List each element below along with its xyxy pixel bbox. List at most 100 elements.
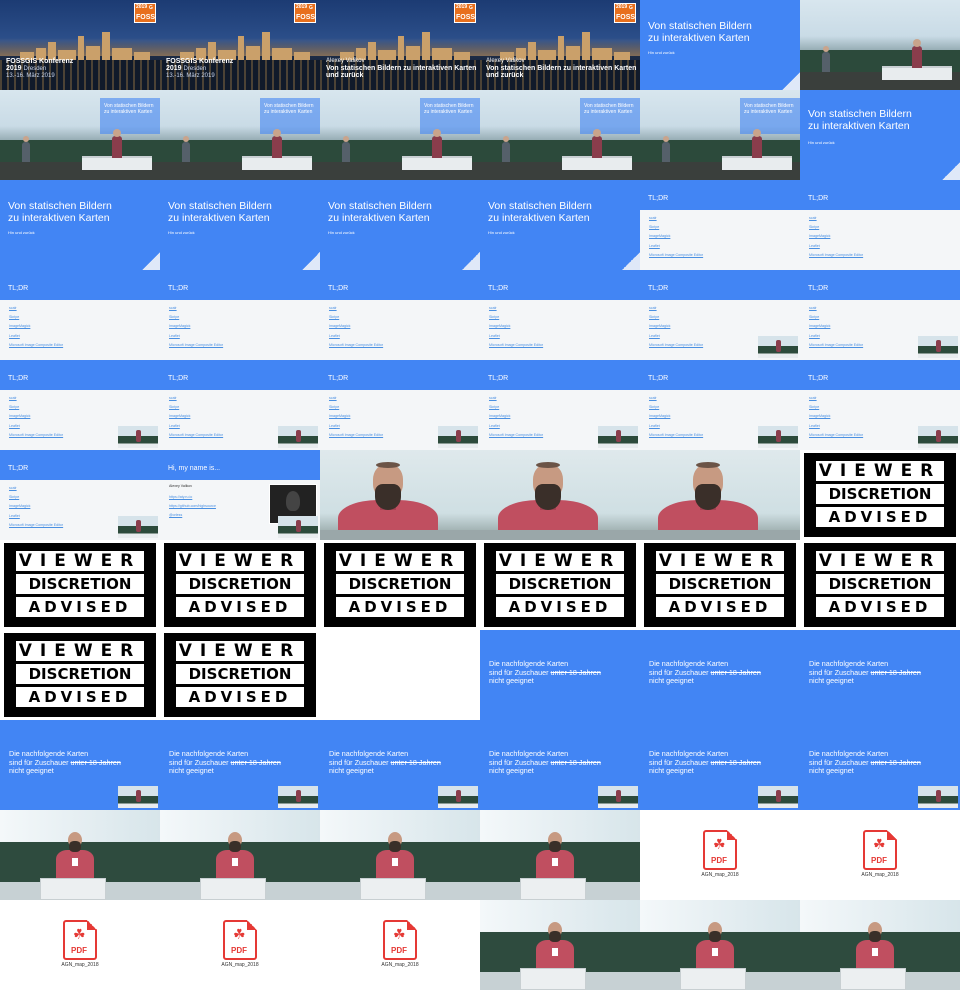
thumbnail-title-slide[interactable]: Von statischen Bildern zu interaktiven Ka… bbox=[320, 180, 480, 270]
thumbnail-pdf-file[interactable]: ☘ PDF AGN_map_2018 bbox=[0, 900, 160, 990]
thumbnail-warning-slide[interactable]: Die nachfolgende Karten sind für Zuschaue… bbox=[0, 720, 160, 810]
thumbnail-lecture-hall[interactable]: Von statischen Bildern zu interaktiven Ka… bbox=[160, 90, 320, 180]
warning-line2-prefix: sind für Zuschauer bbox=[329, 757, 389, 767]
lecture-desk bbox=[882, 66, 952, 80]
warning-line2: sind für Zuschauer unter 18 Jahren bbox=[169, 758, 281, 768]
thumbnail-tldr-slide[interactable]: TL;DR scalr Skripe ImageMagick Leaflet Micros… bbox=[800, 180, 960, 270]
thumbnail-warning-slide[interactable]: Die nachfolgende Karten sind für Zuschaue… bbox=[480, 630, 640, 720]
thumbnail-speaker-lectern[interactable] bbox=[0, 810, 160, 900]
lectern bbox=[520, 878, 586, 900]
building bbox=[592, 48, 612, 62]
warning-line1: Die nachfolgende Karten bbox=[329, 749, 409, 758]
thumbnail-lecture-hall[interactable]: Von statischen Bildern zu interaktiven Ka… bbox=[640, 90, 800, 180]
thumbnail-tldr-slide[interactable]: TL;DR scalr Skripe ImageMagick Leaflet Micros… bbox=[480, 270, 640, 360]
speaker-beard bbox=[549, 841, 561, 852]
thumbnail-pdf-file[interactable]: ☘ PDF AGN_map_2018 bbox=[320, 900, 480, 990]
thumbnail-warning-slide[interactable]: Die nachfolgende Karten sind für Zuschaue… bbox=[160, 720, 320, 810]
thumbnail-lecture-hall[interactable]: Von statischen Bildern zu interaktiven Ka… bbox=[0, 90, 160, 180]
thumbnail-viewer-discretion[interactable]: VIEWER DISCRETION ADVISED bbox=[640, 540, 800, 630]
thumbnail-warning-slide[interactable]: Die nachfolgende Karten sind für Zuschaue… bbox=[640, 720, 800, 810]
thumbnail-title-card[interactable]: 2019 FOSS G Alexey Valikov Von statischen Bi… bbox=[480, 0, 640, 90]
slide-subtitle: Hin und zurück bbox=[328, 230, 355, 235]
thumbnail-name-slide[interactable]: Hi, my name is... Alexey Valikov https://a… bbox=[160, 450, 320, 540]
speaker-pip bbox=[918, 336, 958, 358]
thumbnail-title-card[interactable]: 2019 FOSS G FOSSGIS Konferenz 2019 Dresden 13… bbox=[160, 0, 320, 90]
thumbnail-speaker-lectern[interactable] bbox=[160, 810, 320, 900]
thumbnail-tldr-slide[interactable]: TL;DR scalr Skripe ImageMagick Leaflet Micros… bbox=[640, 180, 800, 270]
projected-title-line1: Von statischen Bildern bbox=[424, 103, 474, 109]
thumbnail-warning-slide[interactable]: Die nachfolgende Karten sind für Zuschaue… bbox=[640, 630, 800, 720]
audience-figure bbox=[502, 136, 510, 162]
thumbnail-speaker-lectern[interactable] bbox=[480, 810, 640, 900]
slide-title-line2: zu interaktiven Karten bbox=[648, 32, 750, 44]
thumbnail-pdf-file[interactable]: ☘ PDF AGN_map_2018 bbox=[800, 810, 960, 900]
thumbnail-viewer-discretion[interactable]: VIEWER DISCRETION ADVISED bbox=[800, 450, 960, 540]
thumbnail-pdf-file[interactable]: ☘ PDF AGN_map_2018 bbox=[640, 810, 800, 900]
thumbnail-viewer-discretion[interactable]: VIEWER DISCRETION ADVISED bbox=[0, 630, 160, 720]
building bbox=[78, 36, 84, 62]
tool-list-item: Leaflet bbox=[9, 423, 20, 428]
thumbnail-tldr-slide[interactable]: TL;DR scalr Skripe ImageMagick Leaflet Micros… bbox=[480, 360, 640, 450]
tool-list-item: scalr bbox=[9, 306, 17, 310]
thumbnail-title-slide[interactable]: Von statischen Bildern zu interaktiven Ka… bbox=[480, 180, 640, 270]
thumbnail-tldr-slide[interactable]: TL;DR scalr Skripe ImageMagick Leaflet Micros… bbox=[640, 360, 800, 450]
thumbnail-speaker-closeup[interactable] bbox=[320, 450, 480, 540]
thumbnail-lecture-hall[interactable] bbox=[800, 0, 960, 90]
thumbnail-speaker-closeup[interactable] bbox=[480, 450, 640, 540]
thumbnail-speaker-lectern[interactable] bbox=[480, 900, 640, 990]
tool-list-item: ImageMagick bbox=[489, 414, 511, 419]
warning-line2-struck: unter 18 Jahren bbox=[70, 757, 121, 767]
thumbnail-lecture-hall[interactable]: Von statischen Bildern zu interaktiven Ka… bbox=[320, 90, 480, 180]
thumbnail-tldr-slide[interactable]: TL;DR scalr Skripe ImageMagick Leaflet Micros… bbox=[320, 360, 480, 450]
thumbnail-speaker-closeup[interactable] bbox=[640, 450, 800, 540]
thumbnail-tldr-slide[interactable]: TL;DR scalr Skripe ImageMagick Leaflet Micros… bbox=[0, 270, 160, 360]
speaker-beard bbox=[869, 931, 881, 942]
building bbox=[432, 48, 452, 62]
thumbnail-pdf-file[interactable]: ☘ PDF AGN_map_2018 bbox=[160, 900, 320, 990]
thumbnail-tldr-slide[interactable]: TL;DR scalr Skripe ImageMagick Leaflet Micros… bbox=[0, 360, 160, 450]
seats bbox=[160, 170, 320, 180]
acrobat-icon: ☘ bbox=[713, 836, 726, 852]
thumbnail-tldr-slide[interactable]: TL;DR scalr Skripe ImageMagick Leaflet Micros… bbox=[640, 270, 800, 360]
thumbnail-tldr-slide[interactable]: TL;DR scalr Skripe ImageMagick Leaflet Micros… bbox=[320, 270, 480, 360]
projected-title-line2: zu interaktiven Karten bbox=[264, 109, 313, 115]
thumbnail-warning-slide[interactable]: Die nachfolgende Karten sind für Zuschaue… bbox=[800, 720, 960, 810]
thumbnail-speaker-lectern[interactable] bbox=[640, 900, 800, 990]
tool-list-item: ImageMagick bbox=[809, 324, 831, 329]
logo-year: 2019 bbox=[296, 4, 308, 10]
warning-word-discretion: DISCRETION bbox=[336, 574, 464, 594]
thumbnail-title-card[interactable]: 2019 FOSS G FOSSGIS Konferenz 2019 Dresden 13… bbox=[0, 0, 160, 90]
thumbnail-tldr-slide[interactable]: TL;DR scalr Skripe ImageMagick Leaflet Micros… bbox=[160, 270, 320, 360]
tool-list-item: scalr bbox=[649, 396, 657, 400]
thumbnail-viewer-discretion[interactable]: VIEWER DISCRETION ADVISED bbox=[160, 540, 320, 630]
thumbnail-viewer-discretion[interactable]: VIEWER DISCRETION ADVISED bbox=[480, 540, 640, 630]
thumbnail-viewer-discretion[interactable]: VIEWER DISCRETION ADVISED bbox=[0, 540, 160, 630]
thumbnail-tldr-slide[interactable]: TL;DR scalr Skripe ImageMagick Leaflet Micros… bbox=[800, 270, 960, 360]
thumbnail-speaker-lectern[interactable] bbox=[320, 810, 480, 900]
thumbnail-lecture-hall[interactable]: Von statischen Bildern zu interaktiven Ka… bbox=[480, 90, 640, 180]
warning-words: VIEWER DISCRETION ADVISED bbox=[176, 641, 304, 710]
thumbnail-title-slide[interactable]: Von statischen Bildern zu interaktiven Ka… bbox=[0, 180, 160, 270]
thumbnail-viewer-discretion[interactable]: VIEWER DISCRETION ADVISED bbox=[160, 630, 320, 720]
thumbnail-warning-slide[interactable]: Die nachfolgende Karten sind für Zuschaue… bbox=[320, 720, 480, 810]
thumbnail-warning-slide[interactable]: Die nachfolgende Karten sind für Zuschaue… bbox=[800, 630, 960, 720]
speaker-pip bbox=[758, 336, 798, 358]
thumbnail-title-card[interactable]: 2019 FOSS G Alexey Valikov Von statischen Bi… bbox=[320, 0, 480, 90]
thumbnail-speaker-lectern[interactable] bbox=[800, 900, 960, 990]
thumbnail-tldr-slide[interactable]: TL;DR scalr Skripe ImageMagick Leaflet Micros… bbox=[800, 360, 960, 450]
thumbnail-warning-slide[interactable]: Die nachfolgende Karten sind für Zuschaue… bbox=[480, 720, 640, 810]
thumbnail-tldr-slide[interactable]: TL;DR scalr Skripe ImageMagick Leaflet Micros… bbox=[0, 450, 160, 540]
tool-list-item: ImageMagick bbox=[489, 324, 511, 329]
warning-line3: nicht geeignet bbox=[489, 766, 534, 775]
tool-list: scalr Skripe ImageMagick Leaflet Microsoft I… bbox=[169, 304, 223, 350]
thumbnail-title-slide[interactable]: Von statischen Bildern zu interaktiven Ka… bbox=[640, 0, 800, 90]
warning-word-viewer: VIEWER bbox=[496, 551, 624, 571]
thumbnail-viewer-discretion[interactable]: VIEWER DISCRETION ADVISED bbox=[800, 540, 960, 630]
thumbnail-tldr-slide[interactable]: TL;DR scalr Skripe ImageMagick Leaflet Micros… bbox=[160, 360, 320, 450]
thumbnail-title-slide[interactable]: Von statischen Bildern zu interaktiven Ka… bbox=[160, 180, 320, 270]
thumbnail-viewer-discretion[interactable]: VIEWER DISCRETION ADVISED bbox=[320, 540, 480, 630]
thumbnail-title-slide[interactable]: Von statischen Bildern zu interaktiven Ka… bbox=[800, 90, 960, 180]
logo-year: 2019 bbox=[456, 4, 468, 10]
projected-title: Von statischen Bildern zu interaktiven Ka… bbox=[584, 103, 633, 115]
tool-list-item: ImageMagick bbox=[329, 414, 351, 419]
